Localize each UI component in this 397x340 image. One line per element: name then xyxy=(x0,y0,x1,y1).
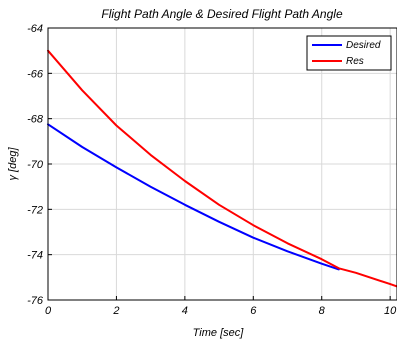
y-tick-label: -76 xyxy=(27,295,44,307)
series-lines xyxy=(47,49,397,288)
series-line-res xyxy=(47,49,397,288)
y-tick-label: -74 xyxy=(27,250,43,262)
x-axis-label: Time [sec] xyxy=(193,327,245,339)
x-tick-label: 10 xyxy=(384,305,397,317)
y-tick-label: -70 xyxy=(27,159,44,171)
y-tick-label: -72 xyxy=(27,204,43,216)
x-tick-label: 8 xyxy=(319,305,326,317)
y-tick-label: -64 xyxy=(27,23,43,35)
legend: Desired Res xyxy=(306,35,392,71)
y-tick-label: -68 xyxy=(27,114,44,126)
legend-label-desired: Desired xyxy=(346,40,381,51)
series-line-desired xyxy=(47,123,340,271)
x-tick-label: 4 xyxy=(182,305,188,317)
x-tick-label: 6 xyxy=(250,305,257,317)
legend-label-res: Res xyxy=(346,56,364,67)
legend-box xyxy=(306,35,392,71)
chart-title: Flight Path Angle & Desired Flight Path … xyxy=(101,7,343,21)
x-tick-label: 2 xyxy=(112,305,119,317)
x-tick-label: 0 xyxy=(45,305,52,317)
y-tick-label: -66 xyxy=(27,68,44,80)
y-axis-label: γ [deg] xyxy=(7,147,19,181)
axis-ticks: 0 2 4 6 8 10 -64 -66 -68 -70 -72 -74 -76 xyxy=(27,23,397,317)
grid-lines xyxy=(47,27,397,301)
